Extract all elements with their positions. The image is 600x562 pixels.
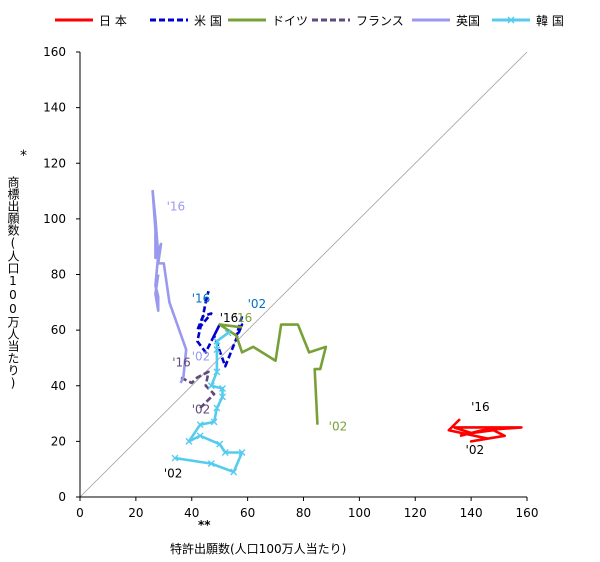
- legend-label: 韓 国: [536, 14, 564, 28]
- y-tick-label: 20: [51, 434, 66, 448]
- year-labels: '02'16'02'16'02'16'02'16'02'16'02'16: [164, 200, 490, 481]
- series-line: [179, 370, 216, 409]
- series-line: [151, 189, 188, 384]
- series-marker: [207, 382, 215, 390]
- series-line: [447, 418, 523, 443]
- legend-label: フランス: [356, 14, 404, 28]
- series-marker: [213, 337, 221, 345]
- x-tick-label: 60: [240, 506, 255, 520]
- y-tick-label: 0: [58, 490, 66, 504]
- series-marker: [224, 329, 232, 337]
- series-marker: [196, 432, 204, 440]
- y-axis-title-mark: *: [20, 148, 27, 164]
- year-label: '16: [471, 400, 490, 414]
- year-label: '02: [329, 419, 348, 433]
- x-axis-title: 特許出願数(人口100万人当たり): [170, 542, 347, 556]
- x-tick-label: 20: [128, 506, 143, 520]
- x-axis-title-mark: **: [198, 518, 211, 532]
- year-label: '16: [234, 311, 253, 325]
- y-tick-label: 100: [43, 212, 66, 226]
- series-marker: [238, 449, 246, 456]
- year-label: '02: [466, 443, 485, 457]
- year-label: '02: [248, 297, 267, 311]
- year-label: '16: [192, 291, 211, 305]
- legend: 日 本 米 国 ドイツ フランス 英国 韓 国: [55, 14, 564, 28]
- series-marker: [213, 346, 221, 354]
- series-group: [151, 189, 523, 476]
- series-marker: [213, 368, 221, 376]
- x-tick-label: 40: [184, 506, 199, 520]
- series-marker: [218, 393, 226, 401]
- y-tick-label: 120: [43, 156, 66, 170]
- y-tick-label: 160: [43, 45, 66, 59]
- legend-marker: [507, 16, 515, 24]
- x-tick-label: 0: [76, 506, 84, 520]
- y-tick-label: 40: [51, 379, 66, 393]
- series-marker: [230, 468, 238, 476]
- series-marker: [196, 421, 204, 429]
- plot-area: 0 20 40 60 80 100 120 140 160 0 20 40 60 80 100 120 140…: [43, 45, 538, 520]
- series-marker: [221, 449, 229, 456]
- series-marker: [207, 460, 215, 468]
- legend-label: 日 本: [99, 14, 127, 28]
- x-tick-label: 160: [516, 506, 539, 520]
- series-line: [218, 323, 328, 425]
- reference-diagonal-line: [79, 51, 528, 498]
- x-tick-label: 100: [348, 506, 371, 520]
- x-axis-ticks: 0 20 40 60 80 100 120 140 160: [76, 497, 538, 520]
- year-label: '16: [172, 355, 191, 369]
- year-label: '02: [192, 350, 211, 364]
- year-label: '02: [164, 467, 183, 481]
- legend-label: 英国: [456, 14, 480, 28]
- series-line: [174, 331, 244, 474]
- series-marker: [185, 437, 193, 445]
- y-tick-label: 60: [51, 323, 66, 337]
- series-marker: [213, 404, 221, 412]
- series-marker: [218, 385, 226, 393]
- year-label: '16: [167, 200, 186, 214]
- y-axis-title: 商標出願数(人口100万人当たり): [6, 176, 20, 390]
- series-marker: [216, 440, 224, 448]
- legend-label: 米 国: [194, 14, 222, 28]
- x-tick-label: 140: [460, 506, 483, 520]
- year-label: '16: [220, 311, 239, 325]
- y-tick-label: 140: [43, 101, 66, 115]
- year-label: '02: [192, 403, 211, 417]
- series-marker: [210, 418, 218, 426]
- y-axis-ticks: 0 20 40 60 80 100 120 140 160: [43, 45, 80, 504]
- series-line: [196, 290, 244, 368]
- x-tick-label: 80: [296, 506, 311, 520]
- x-tick-label: 120: [404, 506, 427, 520]
- y-tick-label: 80: [51, 268, 66, 282]
- legend-label: ドイツ: [272, 14, 308, 28]
- series-marker: [171, 454, 179, 462]
